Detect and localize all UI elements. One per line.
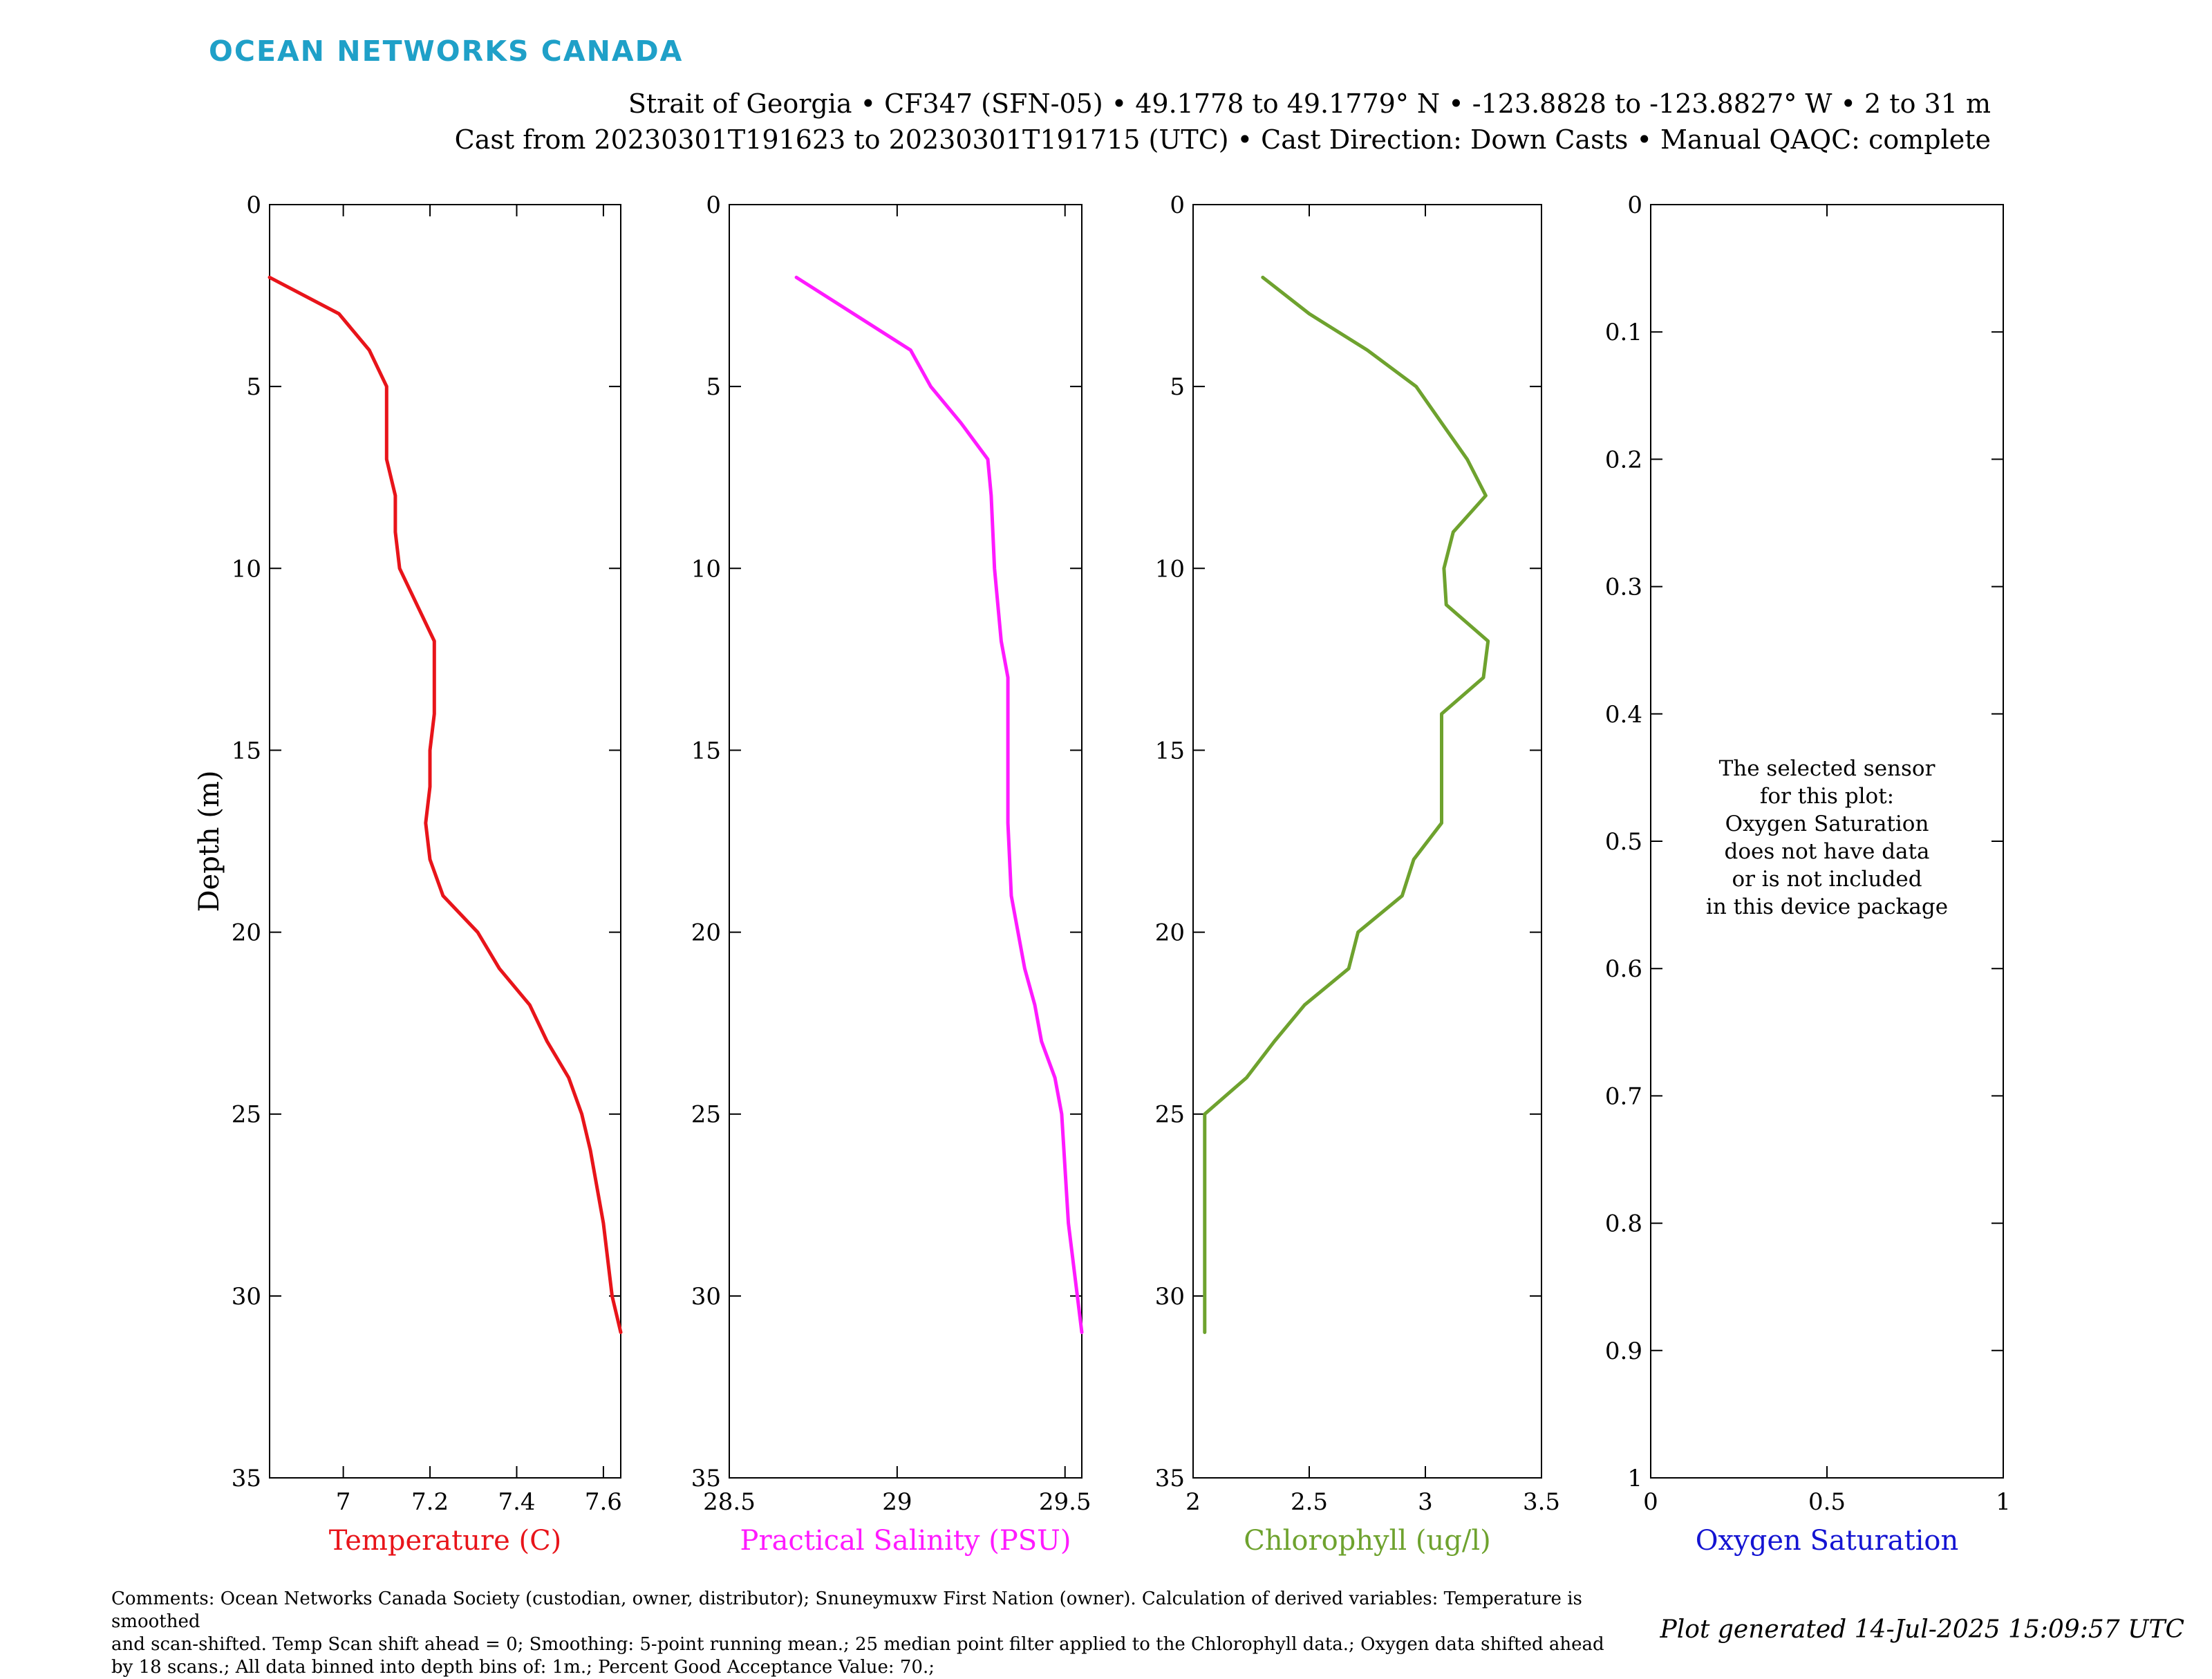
- no-data-message-line: Oxygen Saturation: [1725, 812, 1929, 836]
- x-tick-label: 7.6: [585, 1488, 622, 1516]
- y-tick-label: 1: [1627, 1465, 1642, 1492]
- x-tick-label: 29.5: [1039, 1488, 1091, 1516]
- y-tick-label: 5: [706, 373, 721, 401]
- header-location-line: Strait of Georgia • CF347 (SFN-05) • 49.…: [628, 88, 1991, 119]
- y-tick-label: 0.2: [1605, 446, 1642, 473]
- x-tick-label: 2.5: [1291, 1488, 1328, 1516]
- y-tick-label: 0.7: [1605, 1082, 1642, 1110]
- x-tick-label: 29: [882, 1488, 912, 1516]
- y-tick-label: 15: [232, 737, 261, 765]
- oxygen-saturation-chart: 00.10.20.30.40.50.60.70.80.910 0.5 1Oxygen…: [1605, 191, 2011, 1557]
- x-tick-label: 2: [1185, 1488, 1201, 1516]
- ocean-networks-canada-logo: OCEAN NETWORKS CANADA: [209, 35, 684, 68]
- y-tick-label: 5: [1170, 373, 1185, 401]
- y-tick-label: 0.5: [1605, 828, 1642, 856]
- y-tick-label: 0: [706, 191, 721, 219]
- plot-generated-timestamp: Plot generated 14-Jul-2025 15:09:57 UTC: [1660, 1615, 2184, 1644]
- y-tick-label: 25: [232, 1101, 261, 1129]
- y-tick-label: 0.3: [1605, 574, 1642, 601]
- y-tick-label: 30: [232, 1283, 261, 1311]
- x-tick-label: 7: [336, 1488, 351, 1516]
- comments-block: Comments: Ocean Networks Canada Society …: [111, 1588, 1660, 1679]
- y-tick-label: 0.1: [1605, 319, 1642, 346]
- oxygen-saturation-axis-label: Oxygen Saturation: [1696, 1525, 1958, 1557]
- y-tick-label: 5: [246, 373, 261, 401]
- practical-salinity-plot-frame: [729, 204, 1082, 1479]
- comments-line: Comments: Ocean Networks Canada Society …: [111, 1588, 1582, 1632]
- x-tick-label: 28.5: [703, 1488, 756, 1516]
- y-tick-label: 0.6: [1605, 955, 1642, 983]
- y-tick-label: 10: [232, 555, 261, 583]
- x-tick-label: 7.2: [411, 1488, 449, 1516]
- y-tick-label: 35: [1155, 1465, 1185, 1492]
- chlorophyll-profile-line: [1203, 275, 1490, 1334]
- temperature-axis-label: Temperature (C): [329, 1525, 562, 1557]
- y-tick-label: 0.4: [1605, 701, 1642, 729]
- no-data-message-line: The selected sensor: [1719, 756, 1936, 781]
- y-tick-label: 10: [1155, 555, 1185, 583]
- y-tick-label: 15: [1155, 737, 1185, 765]
- chlorophyll-axis-label: Chlorophyll (ug/l): [1244, 1525, 1491, 1557]
- y-tick-label: 0.8: [1605, 1210, 1642, 1238]
- y-tick-label: 0: [1627, 191, 1642, 219]
- x-tick-label: 0.5: [1808, 1488, 1846, 1516]
- y-tick-label: 25: [691, 1101, 721, 1129]
- temperature-profile-line: [268, 275, 623, 1334]
- y-tick-label: 20: [232, 919, 261, 947]
- depth-axis-label: Depth (m): [194, 770, 225, 912]
- y-tick-label: 35: [232, 1465, 261, 1492]
- chlorophyll-plot-frame: [1192, 204, 1542, 1479]
- x-tick-label: 0: [1643, 1488, 1658, 1516]
- no-data-message-line: in this device package: [1706, 894, 1948, 919]
- comments-line: and scan-shifted. Temp Scan shift ahead …: [111, 1634, 1604, 1655]
- y-tick-label: 25: [1155, 1101, 1185, 1129]
- y-tick-label: 30: [1155, 1283, 1185, 1311]
- x-tick-label: 3: [1418, 1488, 1433, 1516]
- no-data-message-line: does not have data: [1725, 839, 1930, 864]
- y-tick-label: 35: [691, 1465, 721, 1492]
- temperature-chart: 0 5 10 15 20 25 30 35 7 7.2 7.4 7.6 Temperature (C): [232, 191, 623, 1557]
- practical-salinity-profile-line: [794, 275, 1084, 1334]
- chlorophyll-chart: 0 5 10 15 20 25 30 352 2.5 3 3.5 Chlorophyll (ug/l): [1155, 191, 1560, 1557]
- y-tick-label: 0: [1170, 191, 1185, 219]
- no-data-message-line: for this plot:: [1760, 784, 1894, 809]
- x-tick-label: 3.5: [1523, 1488, 1560, 1516]
- y-tick-label: 30: [691, 1283, 721, 1311]
- practical-salinity-axis-label: Practical Salinity (PSU): [740, 1525, 1071, 1557]
- header-cast-line: Cast from 20230301T191623 to 20230301T19…: [454, 124, 1991, 155]
- y-tick-label: 15: [691, 737, 721, 765]
- x-tick-label: 7.4: [498, 1488, 535, 1516]
- comments-line: by 18 scans.; All data binned into depth…: [111, 1657, 935, 1678]
- x-tick-label: 1: [1996, 1488, 2011, 1516]
- y-tick-label: 20: [691, 919, 721, 947]
- y-tick-label: 0.9: [1605, 1338, 1642, 1365]
- y-tick-label: 0: [246, 191, 261, 219]
- no-data-message-line: or is not included: [1732, 867, 1922, 892]
- temperature-plot-frame: [269, 204, 621, 1479]
- y-tick-label: 10: [691, 555, 721, 583]
- y-tick-label: 20: [1155, 919, 1185, 947]
